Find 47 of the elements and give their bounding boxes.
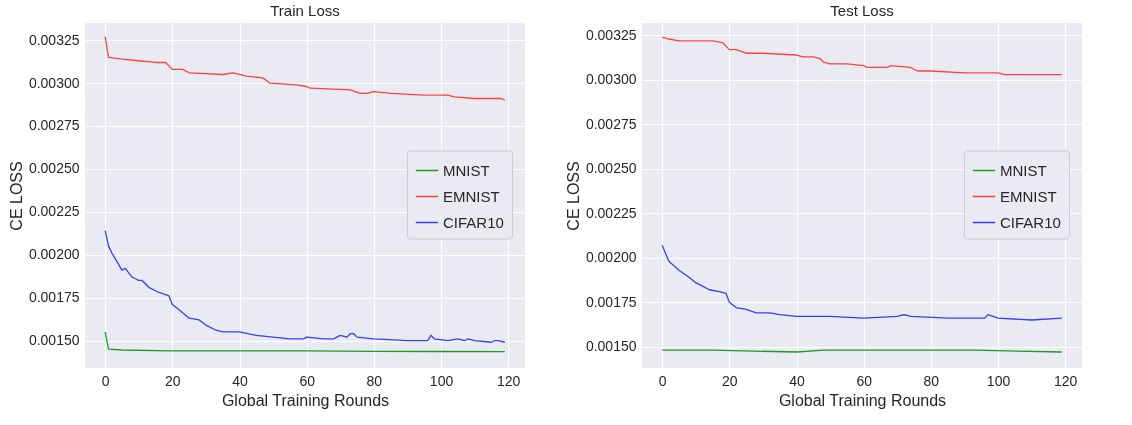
x-tick-label: 100: [986, 372, 1011, 389]
x-tick-label: 120: [1054, 372, 1078, 389]
x-tick-label: 60: [856, 372, 873, 389]
legend-label: MNIST: [443, 161, 490, 179]
y-tick-label: 0.00325: [585, 26, 637, 43]
y-tick-label: 0.00150: [28, 332, 80, 349]
x-tick-label: 20: [165, 372, 181, 389]
y-tick-label: 0.00175: [585, 293, 637, 310]
line-series: [104, 36, 506, 101]
x-tick-label: 0: [658, 372, 667, 389]
x-tick-label: 20: [722, 372, 738, 389]
y-tick-label: 0.00150: [585, 338, 637, 355]
line-series: [104, 230, 506, 343]
y-tick-label: 0.00250: [585, 160, 637, 177]
legend-label: CIFAR10: [1000, 213, 1061, 231]
x-tick-label: 0: [101, 372, 110, 389]
x-tick-label: 100: [429, 372, 454, 389]
legend-label: MNIST: [1000, 161, 1047, 179]
y-tick-label: 0.00175: [28, 289, 80, 306]
line-series: [104, 331, 506, 353]
line-series: [661, 244, 1063, 321]
y-tick-label: 0.00200: [585, 249, 637, 266]
legend-label: EMNIST: [1000, 187, 1057, 205]
y-axis-title: CE LOSS: [7, 161, 25, 231]
y-tick-label: 0.00300: [585, 71, 637, 88]
y-tick-label: 0.00200: [28, 246, 80, 263]
chart-title: Train Loss: [270, 2, 340, 19]
y-axis-title: CE LOSS: [564, 161, 582, 231]
y-tick-label: 0.00275: [585, 115, 637, 132]
chart-title: Test Loss: [830, 2, 894, 19]
x-tick-label: 60: [299, 372, 316, 389]
legend-label: EMNIST: [443, 187, 500, 205]
y-tick-label: 0.00275: [28, 117, 80, 134]
y-tick-label: 0.00225: [585, 204, 637, 221]
y-tick-label: 0.00325: [28, 31, 80, 48]
legend-label: CIFAR10: [443, 213, 504, 231]
x-tick-label: 80: [366, 372, 383, 389]
y-tick-label: 0.00225: [28, 203, 80, 220]
x-tick-label: 40: [789, 372, 805, 389]
x-axis-title: Global Training Rounds: [221, 391, 390, 409]
x-tick-label: 120: [497, 372, 521, 389]
y-tick-label: 0.00250: [28, 160, 80, 177]
x-tick-label: 40: [232, 372, 248, 389]
x-tick-label: 80: [923, 372, 940, 389]
line-series: [661, 36, 1063, 76]
y-tick-label: 0.00300: [28, 74, 80, 91]
x-axis-title: Global Training Rounds: [778, 391, 947, 409]
